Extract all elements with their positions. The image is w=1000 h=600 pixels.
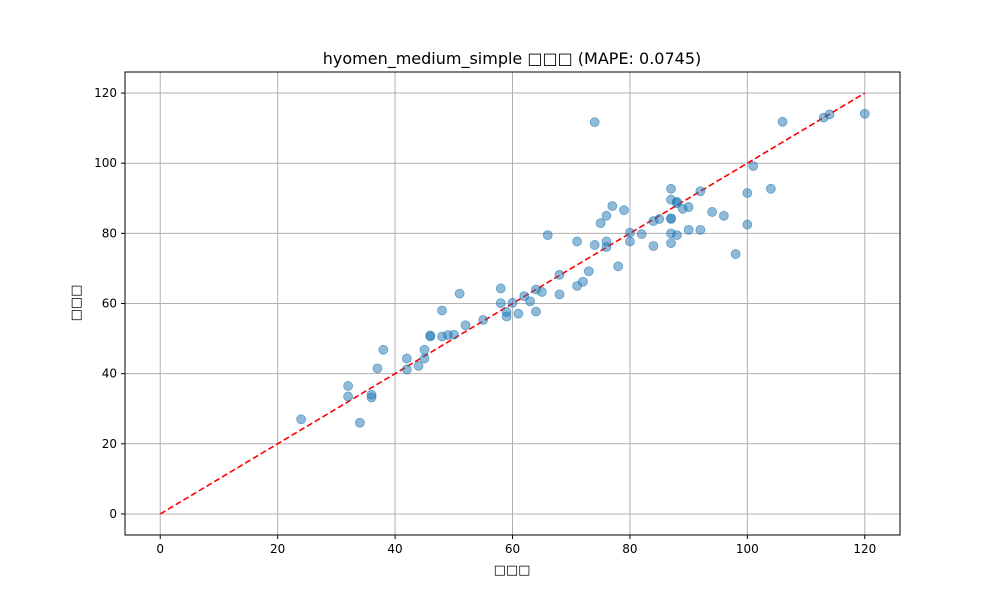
data-point: [589, 240, 600, 250]
data-point: [625, 236, 635, 247]
data-point: [437, 305, 447, 316]
x-tick-label: 120: [853, 542, 876, 556]
data-point: [513, 308, 524, 319]
y-tick-label: 100: [94, 156, 117, 170]
data-point: [648, 241, 659, 251]
data-point: [495, 298, 506, 309]
data-point: [507, 297, 518, 308]
y-axis-label: □□□: [69, 285, 84, 322]
data-point: [695, 224, 706, 235]
data-point: [454, 288, 465, 299]
data-point: [619, 205, 629, 216]
grid-lines: [125, 72, 900, 535]
data-point: [583, 266, 594, 277]
data-point: [654, 214, 665, 224]
data-point: [401, 364, 412, 375]
data-point: [542, 230, 553, 241]
data-point: [625, 227, 635, 238]
data-point: [636, 229, 647, 239]
data-point: [666, 183, 676, 194]
data-point: [695, 186, 706, 197]
data-point: [666, 238, 676, 249]
data-point: [683, 224, 694, 235]
y-tick-label: 120: [94, 86, 117, 100]
data-point: [343, 391, 354, 402]
y-tick-label: 0: [109, 507, 117, 521]
data-point: [378, 344, 389, 355]
y-tick-label: 80: [102, 226, 117, 240]
data-point: [748, 161, 759, 171]
y-tick-label: 60: [102, 297, 117, 311]
data-point: [683, 202, 694, 212]
data-point: [742, 188, 753, 198]
x-tick-label: 80: [622, 542, 637, 556]
y-axis-ticks: 0 20 40 60 80 100 120: [94, 86, 125, 521]
data-point: [824, 109, 835, 120]
data-point: [554, 269, 565, 280]
data-point: [718, 210, 729, 221]
data-point: [554, 289, 565, 300]
data-point: [413, 361, 424, 371]
data-point: [595, 218, 606, 229]
data-point: [601, 242, 612, 252]
y-tick-label: 40: [102, 367, 117, 381]
x-tick-label: 20: [270, 542, 285, 556]
data-point: [707, 207, 718, 217]
data-point: [531, 306, 541, 317]
data-point: [419, 344, 430, 355]
chart-title: hyomen_medium_simple □□□ (MAPE: 0.0745): [323, 49, 702, 69]
data-point: [366, 392, 377, 403]
data-point: [495, 283, 506, 294]
y-tick-label: 20: [102, 437, 117, 451]
data-point: [666, 214, 676, 224]
data-point: [572, 236, 582, 247]
data-point: [613, 261, 624, 272]
x-tick-label: 60: [505, 542, 520, 556]
data-point: [296, 414, 307, 425]
data-point: [607, 201, 618, 211]
x-tick-label: 100: [736, 542, 759, 556]
data-point: [589, 117, 600, 128]
x-tick-label: 0: [156, 542, 164, 556]
x-axis-label: □□□: [494, 563, 531, 578]
data-point: [671, 198, 682, 209]
data-point: [601, 210, 612, 221]
data-point: [343, 381, 354, 391]
data-point: [765, 183, 776, 194]
data-point: [536, 287, 547, 297]
data-point: [448, 329, 459, 340]
data-point: [419, 353, 430, 364]
data-point: [460, 320, 471, 331]
data-point: [525, 296, 536, 307]
x-axis-ticks: 0 20 40 60 80 100 120: [156, 535, 876, 556]
data-point: [372, 363, 383, 374]
x-tick-label: 40: [387, 542, 402, 556]
data-point: [354, 417, 365, 428]
data-point: [742, 219, 753, 230]
data-point: [401, 353, 412, 364]
data-point: [478, 315, 489, 325]
data-point: [777, 116, 788, 127]
data-points: [296, 108, 870, 428]
data-point: [425, 330, 436, 341]
data-point: [730, 249, 741, 259]
data-point: [501, 311, 512, 322]
data-point: [671, 230, 682, 241]
data-point: [859, 108, 870, 119]
data-point: [578, 276, 588, 287]
